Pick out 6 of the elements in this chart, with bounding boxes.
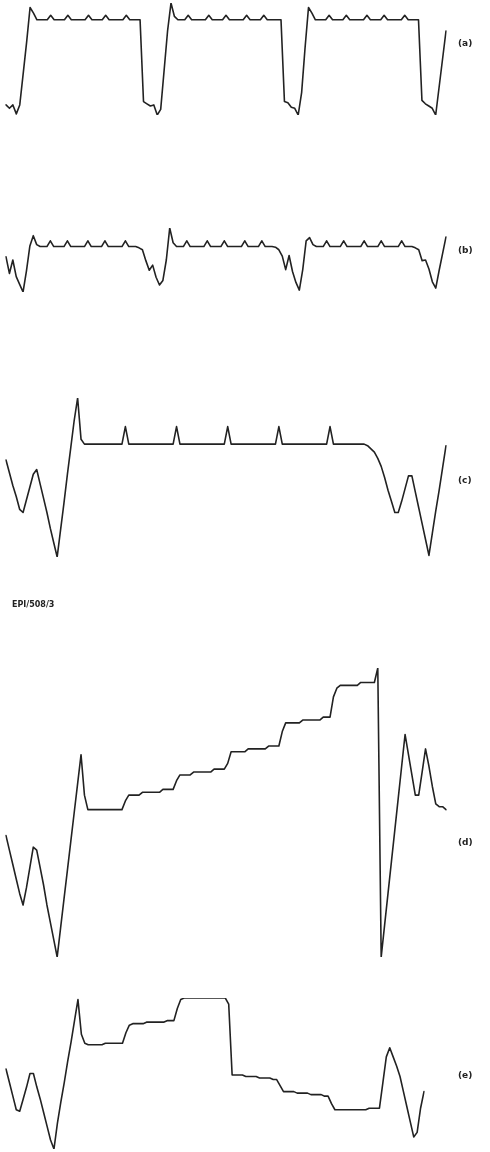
text: EPI/508/3 [12, 600, 55, 609]
text: (e) [458, 1070, 473, 1080]
text: (c) [458, 475, 472, 485]
text: (d) [458, 837, 473, 847]
text: (b) [458, 245, 473, 255]
text: (a) [458, 38, 473, 48]
